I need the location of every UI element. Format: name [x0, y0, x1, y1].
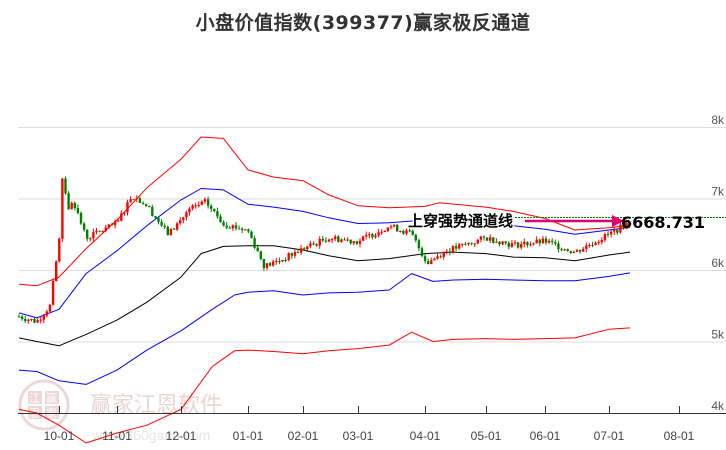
svg-text:6k: 6k [711, 256, 725, 270]
svg-text:江: 江 [29, 392, 40, 405]
svg-text:03-01: 03-01 [343, 429, 374, 443]
svg-text:07-01: 07-01 [594, 429, 625, 443]
svg-text:06-01: 06-01 [530, 429, 561, 443]
svg-text:04-01: 04-01 [410, 429, 441, 443]
watermark-url: www.360gann.com [91, 427, 210, 443]
y-axis-labels: 8k 7k 6k 5k 4k [711, 113, 725, 413]
svg-text:10-01: 10-01 [44, 429, 75, 443]
svg-text:01-01: 01-01 [233, 429, 264, 443]
svg-text:8k: 8k [711, 113, 725, 127]
last-value-label: 6668.731 [621, 213, 705, 232]
svg-text:12-01: 12-01 [166, 429, 197, 443]
svg-text:4k: 4k [711, 399, 725, 413]
svg-text:02-01: 02-01 [288, 429, 319, 443]
x-axis-labels: 10-01 11-01 12-01 01-01 02-01 03-01 04-01 05-01… [44, 406, 695, 443]
candlesticks [17, 176, 628, 324]
svg-text:05-01: 05-01 [471, 429, 502, 443]
chart-title: 小盘价值指数(399377)赢家极反通道 [195, 12, 531, 34]
annotation: 上穿强势通道线 6668.731 [407, 211, 706, 233]
arrow-head-icon [612, 215, 624, 227]
annotation-label: 上穿强势通道线 [408, 212, 513, 230]
channel-bands [18, 136, 631, 444]
svg-text:5k: 5k [711, 328, 725, 342]
watermark-name: 赢家江恩软件 [90, 393, 222, 418]
svg-text:08-01: 08-01 [664, 429, 695, 443]
svg-text:7k: 7k [711, 185, 725, 199]
svg-text:11-01: 11-01 [102, 429, 132, 443]
svg-text:赢: 赢 [46, 391, 57, 405]
